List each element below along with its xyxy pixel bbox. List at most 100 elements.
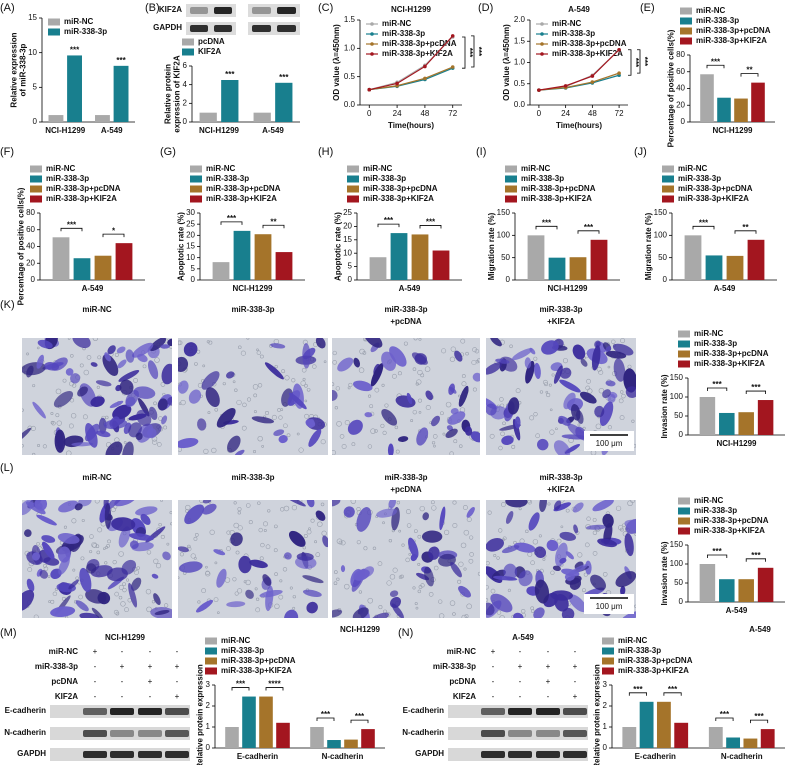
pore	[424, 366, 431, 372]
cell	[128, 582, 138, 608]
pore	[283, 505, 290, 512]
significance-bracket	[471, 35, 475, 68]
legend-marker	[540, 52, 544, 56]
cell	[620, 585, 626, 596]
y-axis-label: OD value (λ=450nm)	[332, 24, 341, 101]
scale-label: 100 μm	[596, 602, 623, 611]
pore	[257, 383, 263, 388]
y-tick-label: 0	[681, 117, 686, 126]
y-tick-label: 1	[603, 722, 608, 731]
pore	[163, 425, 168, 430]
legend-label: miR-338-3p+KIF2A	[694, 526, 765, 535]
pore	[320, 502, 325, 507]
pore	[611, 339, 616, 344]
cell	[505, 500, 528, 508]
cell	[624, 533, 634, 557]
pore	[254, 587, 258, 591]
significance: ***	[711, 57, 721, 66]
significance: ***	[633, 685, 643, 694]
y-tick-label: 2	[206, 701, 211, 710]
cell	[458, 585, 472, 598]
chart-title: NCI-H1299	[340, 625, 381, 634]
image-title: miR-338-3p	[539, 473, 582, 482]
series-line	[538, 72, 620, 91]
significance-bracket	[715, 717, 734, 721]
legend-swatch	[680, 17, 692, 25]
pore	[278, 415, 283, 420]
pore	[621, 393, 626, 399]
bar	[700, 74, 714, 122]
cell	[135, 506, 158, 516]
cell	[161, 363, 172, 385]
legend-label: miR-338-3p	[363, 174, 406, 183]
y-tick-label: 20	[26, 258, 35, 267]
y-tick-label: 0	[679, 430, 684, 439]
significance-bracket	[628, 692, 647, 696]
cell	[106, 567, 128, 582]
chart-title: A-549	[749, 625, 771, 634]
pore	[598, 387, 605, 394]
image-title: +pcDNA	[390, 485, 422, 494]
cell	[90, 396, 105, 407]
pore	[405, 557, 410, 563]
cell	[605, 346, 611, 353]
blot-band	[563, 730, 587, 737]
condition-sign: -	[519, 692, 522, 701]
cell	[315, 510, 326, 521]
legend-label: miR-338-3p+KIF2A	[618, 666, 689, 675]
cell	[162, 551, 171, 561]
significance-bracket	[220, 221, 243, 225]
pore	[533, 412, 538, 417]
pore	[358, 590, 363, 594]
pore	[466, 603, 472, 610]
y-tick-label: 40	[676, 84, 685, 93]
cell	[70, 373, 81, 384]
image-title: miR-NC	[82, 305, 112, 314]
cell	[178, 561, 203, 573]
condition-sign: +	[573, 692, 578, 701]
pore	[292, 595, 296, 599]
condition-sign: -	[149, 647, 152, 656]
image-title: miR-338-3p	[384, 305, 427, 314]
pore	[398, 529, 402, 533]
y-tick-label: 0	[679, 597, 684, 606]
pore	[284, 375, 290, 381]
blot-band	[481, 708, 505, 715]
pore	[472, 347, 478, 353]
legend-label: miR-338-3p	[64, 27, 107, 36]
legend-swatch	[680, 7, 692, 15]
bar	[622, 727, 637, 748]
legend-label: miR-338-3p+KIF2A	[694, 359, 765, 368]
condition-sign: +	[175, 692, 180, 701]
significance: ***	[699, 218, 709, 227]
x-tick-label: 72	[615, 109, 624, 118]
y-tick-label: 100	[654, 230, 668, 239]
pore	[64, 615, 69, 618]
pore	[252, 450, 257, 454]
cell	[42, 541, 55, 560]
x-tick-label: A-549	[714, 284, 736, 293]
pore	[486, 584, 489, 590]
cell	[553, 500, 562, 511]
pore	[391, 373, 397, 379]
pore	[405, 509, 411, 515]
cell	[79, 612, 100, 618]
cell	[125, 349, 135, 363]
pore	[114, 591, 119, 597]
pore	[378, 605, 383, 610]
cell	[102, 354, 119, 376]
pore	[152, 439, 158, 445]
cell	[216, 408, 236, 428]
legend-label: miR-338-3p+KIF2A	[678, 194, 749, 203]
pore	[286, 433, 291, 438]
legend-label: miR-NC	[521, 164, 551, 173]
pore	[415, 606, 419, 610]
pore	[153, 401, 157, 406]
cell	[306, 500, 315, 508]
pore	[418, 338, 422, 341]
pore	[89, 550, 93, 554]
pore	[577, 552, 583, 558]
condition-label: KIF2A	[453, 692, 476, 701]
x-tick-label: A-549	[726, 606, 748, 615]
pore	[560, 525, 564, 529]
